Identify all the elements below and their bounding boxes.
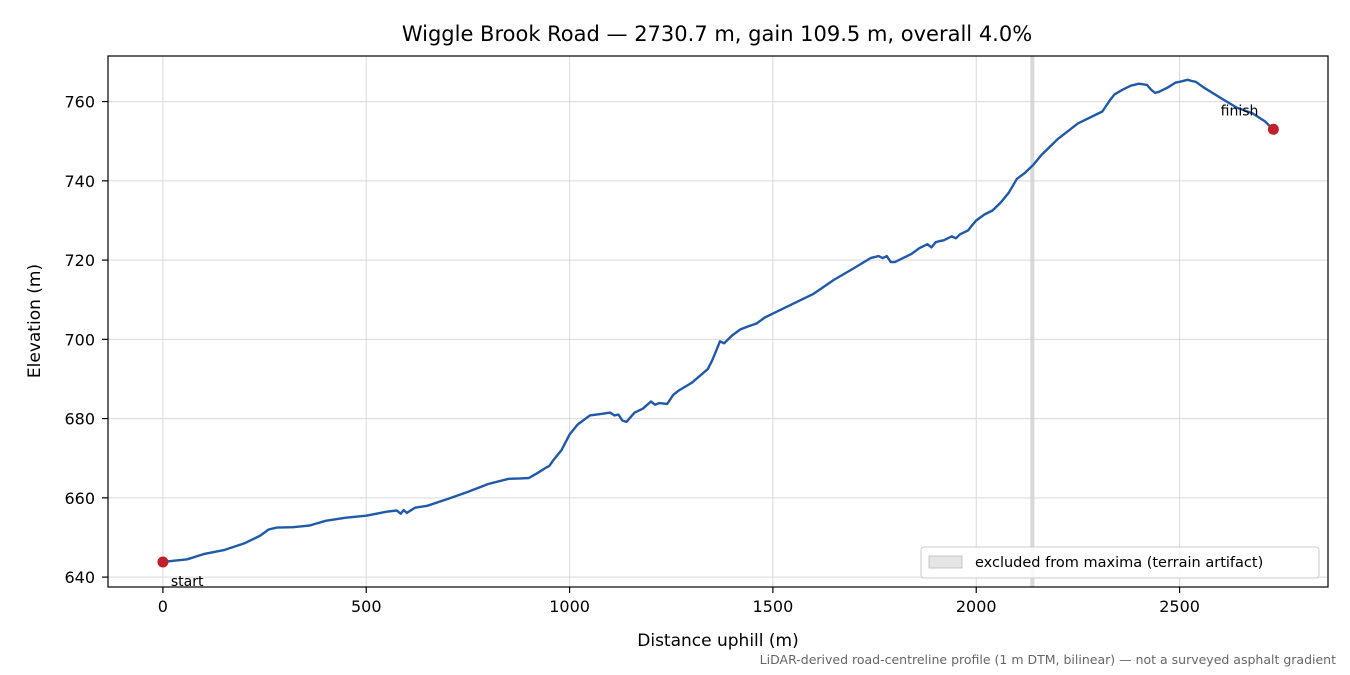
chart-title: Wiggle Brook Road — 2730.7 m, gain 109.5…	[402, 22, 1032, 46]
y-tick-label: 680	[64, 410, 95, 429]
legend: excluded from maxima (terrain artifact)	[920, 546, 1320, 579]
x-axis-ticks: 0 500 1000 1500 2000 2500	[158, 587, 1200, 616]
finish-label: finish	[1221, 103, 1259, 119]
y-tick-label: 740	[64, 172, 95, 191]
start-label: start	[171, 574, 204, 590]
endpoint-markers: start finish	[157, 103, 1279, 590]
y-tick-label: 720	[64, 251, 95, 270]
x-tick-label: 2500	[1159, 597, 1200, 616]
series-layer	[162, 78, 1274, 564]
x-tick-label: 1500	[753, 597, 794, 616]
y-axis-ticks: 640 660 680 700 720 740 760	[64, 93, 108, 587]
x-tick-label: 500	[351, 597, 382, 616]
x-axis-title: Distance uphill (m)	[637, 631, 798, 651]
start-marker	[157, 556, 169, 568]
legend-swatch	[928, 555, 963, 569]
y-tick-label: 640	[64, 568, 95, 587]
y-axis-title: Elevation (m)	[25, 264, 45, 378]
plot-frame	[107, 55, 1329, 588]
y-tick-label: 760	[64, 93, 95, 112]
finish-marker	[1267, 123, 1279, 135]
excluded-band-rect	[1030, 56, 1035, 587]
excluded-band	[1030, 56, 1035, 587]
legend-label: excluded from maxima (terrain artifact)	[975, 555, 1263, 571]
x-tick-label: 2000	[956, 597, 997, 616]
legend-frame	[920, 546, 1320, 579]
x-tick-label: 1000	[549, 597, 590, 616]
y-tick-label: 700	[64, 330, 95, 349]
x-tick-label: 0	[158, 597, 168, 616]
series-line	[162, 78, 1274, 564]
y-tick-label: 660	[64, 489, 95, 508]
footnote: LiDAR-derived road-centreline profile (1…	[760, 652, 1336, 667]
grid	[108, 56, 1328, 587]
